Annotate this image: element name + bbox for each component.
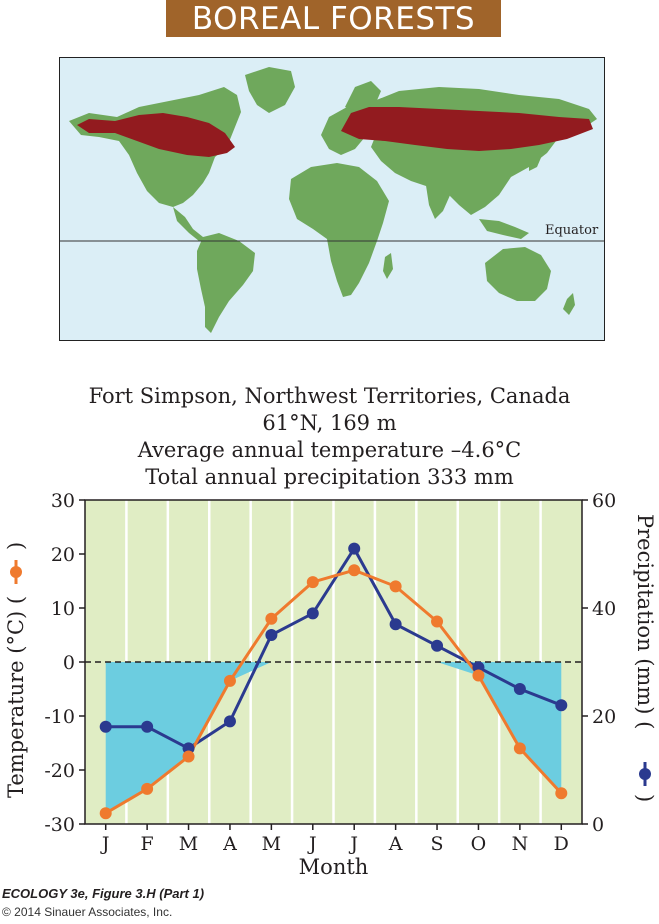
temperature-point	[223, 674, 236, 687]
legend-glyph	[639, 762, 651, 786]
left-tick-label: -10	[44, 706, 75, 728]
left-tick-label: 10	[51, 598, 75, 620]
x-tick-label: M	[179, 833, 198, 855]
temperature-point	[513, 742, 526, 755]
right-tick-label: 40	[592, 598, 616, 620]
temperature-point	[472, 669, 485, 682]
book-title: ECOLOGY 3e	[2, 886, 85, 901]
precipitation-point	[223, 715, 236, 728]
x-tick-label: A	[222, 833, 237, 855]
world-map: Equator	[59, 57, 605, 341]
precipitation-line	[105, 545, 562, 751]
total-precipitation: Total annual precipitation 333 mm	[145, 465, 514, 489]
left-tick-label: 30	[51, 490, 75, 512]
climate-chart: 30 20 10 0 -10 -20 -30 60 40 20 0 J F M A M J J A S O N D Mo…	[0, 488, 659, 888]
x-tick-label: S	[431, 833, 444, 855]
temperature-point	[389, 580, 402, 593]
precipitation-point	[141, 720, 154, 733]
station-coordinates: 61°N, 169 m	[262, 411, 397, 435]
temperature-point	[141, 782, 154, 795]
precipitation-point	[389, 618, 402, 631]
x-tick-label: D	[554, 833, 569, 855]
right-tick-label: 20	[592, 706, 616, 728]
right-tick-label: 60	[592, 490, 616, 512]
x-tick-label: A	[388, 833, 403, 855]
dry-period-fill	[105, 662, 562, 814]
temperature-point	[431, 615, 444, 628]
station-name: Fort Simpson, Northwest Territories, Can…	[88, 384, 571, 408]
left-tick-label: -20	[44, 760, 75, 782]
temperature-points	[99, 564, 568, 820]
x-tick-label: J	[307, 833, 317, 855]
boreal-forest-range	[77, 107, 593, 157]
x-tick-label: J	[348, 833, 358, 855]
right-axis-label: Precipitation (mm) ()	[633, 514, 657, 802]
right-axis-ticks: 60 40 20 0	[582, 490, 616, 836]
left-axis-title: Temperature (°C) (	[4, 596, 28, 798]
right-tick-label: 0	[592, 814, 604, 836]
left-axis-ticks: 30 20 10 0 -10 -20 -30	[44, 490, 85, 836]
average-temperature: Average annual temperature –4.6°C	[137, 438, 522, 462]
precipitation-point	[99, 720, 112, 733]
precipitation-point	[431, 639, 444, 652]
precipitation-point	[265, 629, 278, 641]
precipitation-point	[555, 699, 568, 712]
x-tick-label: F	[141, 833, 154, 855]
right-axis-close: )	[633, 794, 657, 802]
temperature-point	[99, 807, 112, 820]
left-tick-label: 0	[63, 652, 75, 674]
equator-label: Equator	[545, 223, 599, 238]
temperature-line	[104, 568, 563, 815]
left-axis-label: Temperature (°C) ()	[4, 542, 28, 798]
temperature-point	[182, 750, 195, 763]
x-tick-label: N	[512, 833, 529, 855]
temperature-point	[306, 576, 319, 589]
x-tick-label: J	[100, 833, 110, 855]
precipitation-point	[306, 607, 319, 620]
precipitation-point	[348, 542, 361, 555]
temperature-point	[348, 564, 361, 577]
left-axis-close: )	[4, 542, 28, 550]
temperature-point	[265, 612, 278, 625]
biome-banner: BOREAL FORESTS	[166, 0, 501, 37]
x-axis-label: Month	[299, 855, 369, 879]
precipitation-point	[513, 683, 526, 695]
precipitation-points	[99, 542, 568, 755]
figure-caption: ECOLOGY 3e, Figure 3.H (Part 1)	[2, 886, 204, 901]
figure-number: , Figure 3.H (Part 1)	[84, 886, 205, 901]
temperature-point	[555, 787, 568, 800]
left-tick-label: 20	[51, 544, 75, 566]
x-tick-label: M	[262, 833, 281, 855]
copyright-notice: © 2014 Sinauer Associates, Inc.	[2, 905, 173, 919]
right-axis-title: Precipitation (mm) (	[633, 514, 657, 729]
left-tick-label: -30	[44, 814, 75, 836]
x-tick-label: O	[471, 833, 487, 855]
legend-glyph	[10, 560, 22, 584]
